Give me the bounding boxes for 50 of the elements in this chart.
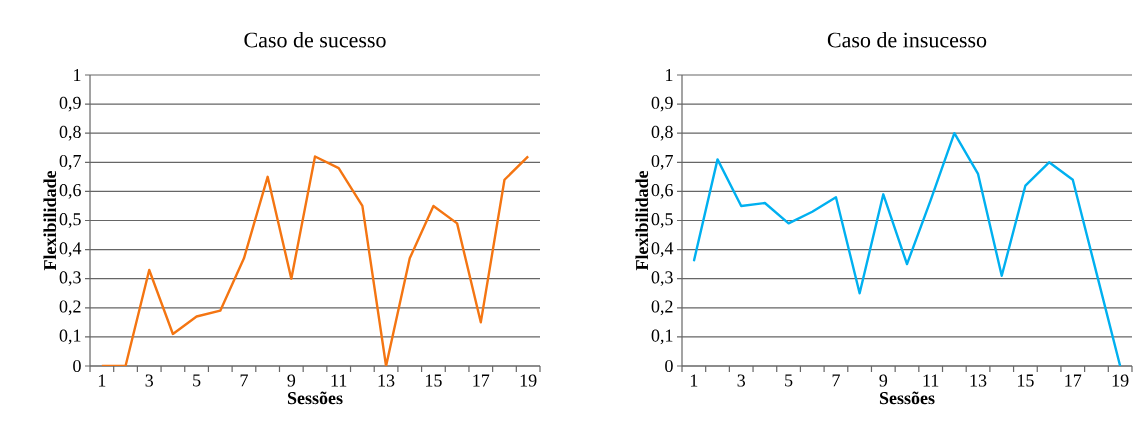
y-tick-label: 0,9 (651, 96, 673, 112)
y-tick-label: 0,3 (651, 271, 673, 287)
y-tick-label: 0,6 (651, 184, 673, 199)
y-tick-label: 0,7 (59, 154, 81, 170)
y-tick-label: 0,3 (59, 271, 81, 287)
y-tick-label: 0,6 (59, 184, 81, 199)
y-tick-label: 0,2 (59, 300, 81, 316)
x-axis-title: Sessões (879, 391, 935, 405)
x-tick-label: 9 (879, 374, 888, 387)
x-tick-label: 3 (737, 374, 746, 387)
x-tick-label: 11 (923, 374, 939, 387)
x-tick-label: 7 (832, 374, 840, 387)
y-axis-title: Flexibilidade (43, 170, 57, 271)
x-tick-label: 15 (426, 374, 442, 387)
x-tick-label: 5 (785, 374, 793, 387)
x-axis-title: Sessões (287, 391, 343, 405)
y-axis-title: Flexibilidade (635, 170, 649, 271)
line-series (692, 131, 1122, 366)
x-tick-label: 17 (1065, 374, 1082, 387)
x-tick-label: 1 (98, 374, 106, 387)
y-tick-label: 0,5 (651, 213, 673, 228)
y-tick-label: 0,1 (651, 329, 673, 345)
y-tick-label: 0,8 (651, 125, 673, 141)
y-tick-label: 0,4 (651, 242, 674, 257)
x-tick-label: 7 (240, 374, 248, 387)
y-tick-label: 0,9 (59, 96, 81, 112)
x-tick-label: 19 (1112, 374, 1129, 387)
x-tick-label: 15 (1018, 374, 1034, 387)
x-tick-label: 3 (145, 374, 154, 387)
y-tick-label: 0,1 (59, 329, 81, 345)
y-tick-label: 1 (666, 69, 673, 81)
y-tick-label: 0,4 (59, 242, 82, 257)
y-tick-label: 0,5 (59, 213, 81, 228)
y-tick-label: 0,8 (59, 125, 81, 141)
x-tick-label: 13 (378, 374, 395, 387)
x-tick-label: 9 (287, 374, 296, 387)
x-tick-label: 5 (193, 374, 201, 387)
line-series (100, 155, 530, 366)
x-tick-label: 19 (520, 374, 537, 387)
chart-title: Caso de sucesso (244, 31, 386, 48)
y-tick-label: 0 (73, 359, 81, 373)
x-tick-label: 13 (970, 374, 987, 387)
y-tick-label: 1 (74, 69, 81, 81)
y-tick-label: 0 (665, 359, 673, 373)
x-tick-label: 1 (690, 374, 698, 387)
y-tick-label: 0,7 (651, 154, 673, 170)
x-tick-label: 17 (473, 374, 490, 387)
x-tick-label: 11 (331, 374, 347, 387)
chart-title: Caso de insucesso (827, 31, 987, 48)
y-tick-label: 0,2 (651, 300, 673, 316)
